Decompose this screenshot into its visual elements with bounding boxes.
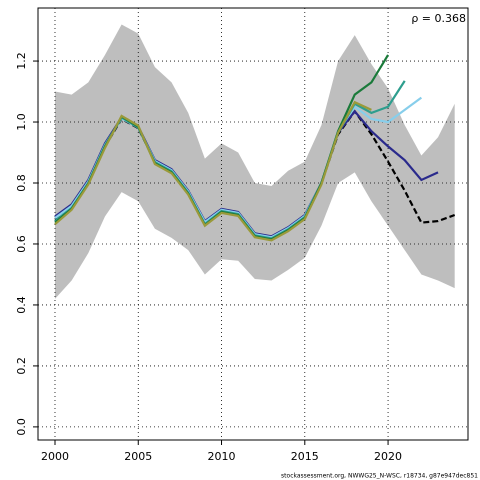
x-tick-label: 2005 xyxy=(124,450,152,463)
x-tick-label: 2010 xyxy=(208,450,236,463)
y-tick-label: 1.2 xyxy=(15,52,28,70)
x-tick-label: 2015 xyxy=(291,450,319,463)
footer: stockassessment.org, NWWG25_N-WSC, r1873… xyxy=(281,473,478,480)
x-tick-label: 2020 xyxy=(374,450,402,463)
plot-frame xyxy=(37,7,469,441)
x-tick-label: 2000 xyxy=(41,450,69,463)
y-tick-label: 0.0 xyxy=(15,418,28,436)
series-line xyxy=(54,100,372,242)
y-tick-label: 0.4 xyxy=(15,296,28,314)
confidence-band xyxy=(54,24,455,299)
y-tick-label: 0.2 xyxy=(15,357,28,375)
y-tick-label: 0.8 xyxy=(15,174,28,192)
y-tick-label: 0.6 xyxy=(15,235,28,253)
annotation: ρ = 0.368 xyxy=(411,12,466,25)
y-tick-label: 1.0 xyxy=(15,113,28,131)
